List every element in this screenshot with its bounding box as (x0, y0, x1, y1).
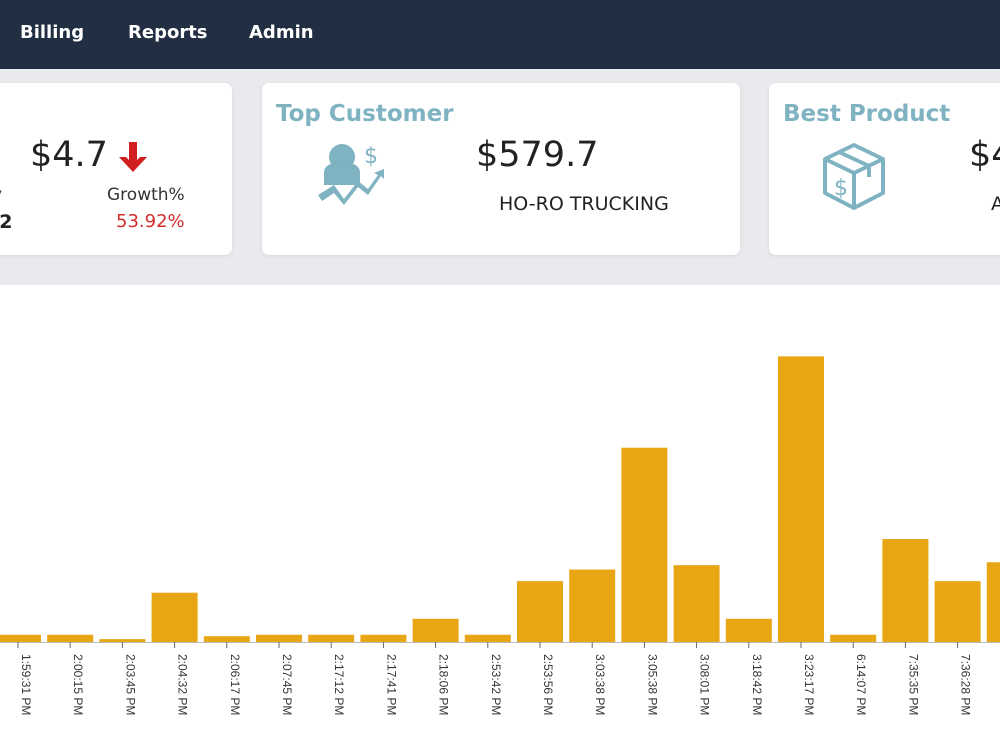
x-axis-tick-label: 7:35:35 PM (906, 654, 920, 715)
chart-bar[interactable] (830, 634, 877, 642)
svg-text:$: $ (364, 144, 378, 169)
x-axis-tick-label: 3:18:42 PM (750, 654, 764, 715)
x-axis-tick-label: 2:04:32 PM (176, 654, 190, 715)
card-title: Top Customer (276, 101, 454, 127)
bar-chart-svg: 1:59:31 PM 2:00:15 PM 2:03:45 PM 2:04:32 PM… (0, 356, 1000, 715)
x-axis-tick-label: 1:59:31 PM (19, 654, 33, 715)
nav-reports[interactable]: Reports (128, 22, 208, 43)
chart-bar[interactable] (151, 592, 198, 642)
chart-bar[interactable] (934, 581, 981, 642)
chart-bar[interactable] (517, 581, 563, 642)
chart-bar[interactable] (882, 539, 929, 642)
x-axis-tick-label: 2:53:56 PM (541, 654, 555, 715)
customer-revenue-icon: $ (314, 141, 388, 216)
top-customer-value: $579.7 (476, 135, 599, 175)
product-box-icon: $ (819, 141, 889, 218)
chart-bar[interactable] (673, 565, 720, 642)
chart-bar[interactable] (308, 634, 355, 642)
best-product-name: A (991, 193, 1000, 215)
chart-bar[interactable] (47, 634, 94, 642)
growth-value: 53.92% (116, 211, 185, 232)
x-axis-tick-label: 3:23:17 PM (802, 654, 816, 715)
x-axis-tick-label: 2:06:17 PM (228, 654, 242, 715)
chart-bar[interactable] (256, 634, 302, 642)
x-axis-tick-label: 2:18:06 PM (437, 654, 451, 715)
chart-bar[interactable] (569, 569, 616, 643)
x-axis-tick-label: 3:08:01 PM (698, 654, 712, 715)
sales-left-value: .2 (0, 211, 13, 233)
x-axis-tick-label: 2:53:42 PM (489, 654, 503, 715)
x-axis-tick-label: 2:07:45 PM (280, 654, 294, 715)
nav-billing[interactable]: Billing (20, 22, 85, 43)
chart-bar[interactable] (464, 634, 511, 642)
chart-bar[interactable] (621, 447, 668, 642)
top-customer-card: Top Customer $ $579.7 HO-RO TRUCKING (262, 83, 740, 255)
growth-label: Growth% (107, 185, 185, 205)
chart-bar[interactable] (99, 639, 146, 642)
x-axis-tick-label: 3:05:38 PM (645, 654, 659, 715)
x-axis-tick-label: 2:00:15 PM (71, 654, 85, 715)
sales-card: $4.7 y .2 Growth% 53.92% (0, 83, 232, 255)
chart-bar[interactable] (360, 634, 407, 642)
nav-admin[interactable]: Admin (249, 22, 314, 43)
x-axis-tick-label: 3:03:38 PM (593, 654, 607, 715)
svg-text:$: $ (834, 176, 848, 201)
x-axis-tick-label: 2:17:41 PM (384, 654, 398, 715)
sales-bar-chart: 1:59:31 PM 2:00:15 PM 2:03:45 PM 2:04:32 PM… (0, 285, 1000, 750)
x-axis-tick-label: 6:14:07 PM (854, 654, 868, 715)
chart-bar[interactable] (203, 636, 250, 642)
x-axis-tick-label: 2:17:12 PM (332, 654, 346, 715)
x-axis-tick-label: 7:36:28 PM (959, 654, 973, 715)
chart-bar[interactable] (412, 618, 459, 642)
card-title: Best Product (783, 101, 951, 127)
chart-bar[interactable] (778, 356, 824, 642)
best-product-value: $4 (969, 135, 1000, 175)
sales-value: $4.7 (30, 135, 108, 175)
chart-bar[interactable] (0, 634, 41, 642)
chart-bar[interactable] (986, 562, 1000, 642)
top-navbar: Billing Reports Admin (0, 0, 1000, 69)
top-customer-name: HO-RO TRUCKING (499, 193, 669, 215)
arrow-down-icon (116, 139, 150, 180)
sales-left-label: y (0, 185, 2, 205)
x-axis-tick-label: 2:03:45 PM (123, 654, 137, 715)
best-product-card: Best Product $ $4 A (769, 83, 1000, 255)
chart-bar[interactable] (725, 618, 772, 642)
